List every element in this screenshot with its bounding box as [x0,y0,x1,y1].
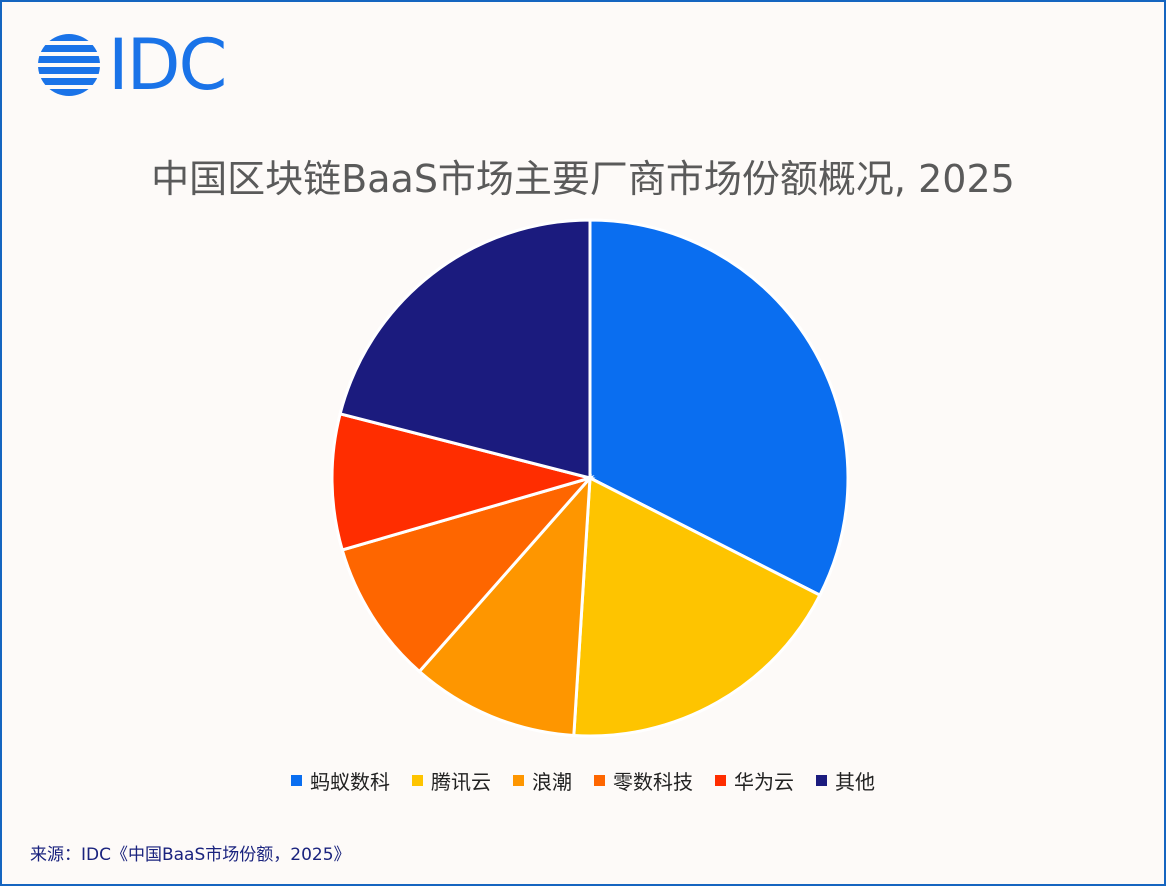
legend-swatch [412,775,423,786]
legend-label: 零数科技 [613,770,693,794]
pie-slice-6 [338,218,592,480]
legend-swatch [816,775,827,786]
pie-slice-1 [588,218,850,598]
legend-item-5: 华为云 [715,766,794,795]
legend-label: 浪潮 [532,770,572,794]
logo-text: IDC [108,24,227,106]
legend-label: 腾讯云 [431,770,491,794]
pie-slice-4 [340,475,595,674]
pie-chart [330,218,850,738]
pie-slice-5 [330,412,596,552]
source-note: 来源：IDC《中国BaaS市场份额，2025》 [30,845,351,865]
legend-item-1: 蚂蚁数科 [291,766,390,795]
pie-slice-3 [417,473,592,738]
legend-item-3: 浪潮 [513,766,572,795]
legend-item-2: 腾讯云 [412,766,491,795]
idc-logo: IDC [36,24,227,106]
legend-swatch [513,775,524,786]
legend-label: 华为云 [734,770,794,794]
chart-legend: 蚂蚁数科 腾讯云 浪潮 零数科技 华为云 其他 [2,766,1164,795]
legend-swatch [715,775,726,786]
legend-item-6: 其他 [816,766,875,795]
pie-slice-2 [572,475,822,738]
chart-title: 中国区块链BaaS市场主要厂商市场份额概况, 2025 [151,157,1015,201]
legend-swatch [291,775,302,786]
legend-label: 其他 [835,770,875,794]
legend-label: 蚂蚁数科 [310,770,390,794]
idc-globe-icon [38,34,100,96]
legend-swatch [594,775,605,786]
legend-item-4: 零数科技 [594,766,693,795]
